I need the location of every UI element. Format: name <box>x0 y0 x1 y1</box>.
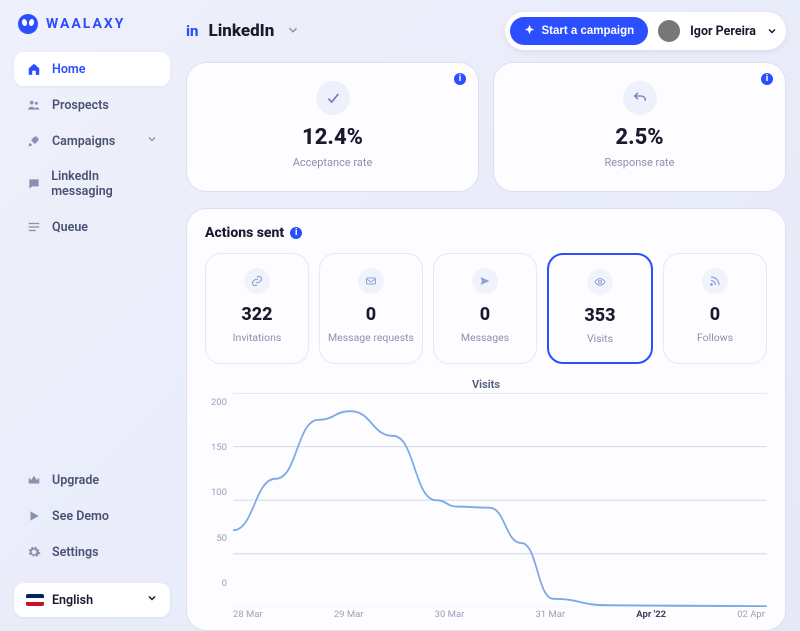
sidebar-item-label: Queue <box>52 220 88 235</box>
kpi-card-response-rate: i 2.5% Response rate <box>493 62 786 192</box>
kpi-label: Response rate <box>512 156 767 169</box>
sidebar-item-label: Prospects <box>52 98 109 113</box>
action-label: Invitations <box>214 331 300 345</box>
link-icon <box>244 268 270 294</box>
kpi-label: Acceptance rate <box>205 156 460 169</box>
actions-panel: Actions sent i 322 Invitations 0 Message… <box>186 208 786 631</box>
sidebar-item-label: See Demo <box>52 509 109 524</box>
brand-logo[interactable]: WAALAXY <box>14 14 170 34</box>
play-icon <box>26 508 42 524</box>
sidebar-item-upgrade[interactable]: Upgrade <box>14 463 170 497</box>
kpi-row: i 12.4% Acceptance ratei 2.5% Response r… <box>186 62 786 192</box>
alien-icon <box>18 14 38 34</box>
rocket-icon <box>524 24 535 38</box>
send-icon <box>472 268 498 294</box>
chat-icon <box>26 176 41 192</box>
sidebar-item-label: Home <box>52 62 86 77</box>
action-card-message-requests[interactable]: 0 Message requests <box>319 253 423 364</box>
action-card-invitations[interactable]: 322 Invitations <box>205 253 309 364</box>
action-label: Follows <box>672 331 758 345</box>
action-card-follows[interactable]: 0 Follows <box>663 253 767 364</box>
actions-title: Actions sent <box>205 225 284 241</box>
sidebar-item-label: Settings <box>52 545 99 560</box>
nav-bottom: Upgrade See Demo Settings <box>14 463 170 569</box>
x-tick: 02 Apr <box>737 609 765 620</box>
action-cards: 322 Invitations 0 Message requests 0 Mes… <box>205 253 767 364</box>
action-label: Visits <box>557 332 643 346</box>
language-select[interactable]: English <box>14 583 170 617</box>
kpi-value: 2.5% <box>512 125 767 150</box>
user-name: Igor Pereira <box>690 24 756 39</box>
info-icon[interactable]: i <box>454 73 466 85</box>
kpi-card-acceptance-rate: i 12.4% Acceptance rate <box>186 62 479 192</box>
gear-icon <box>26 544 42 560</box>
crown-icon <box>26 472 42 488</box>
y-tick: 0 <box>205 578 227 589</box>
x-tick: 28 Mar <box>233 609 263 620</box>
chart-title: Visits <box>205 378 767 391</box>
channel-title: LinkedIn <box>209 21 275 41</box>
brand-name: WAALAXY <box>46 16 125 32</box>
topbar-pill: Start a campaign Igor Pereira <box>505 12 786 50</box>
y-tick: 50 <box>205 533 227 544</box>
sidebar-item-campaigns[interactable]: Campaigns <box>14 124 170 158</box>
chevron-down-icon[interactable] <box>766 22 778 41</box>
x-tick: Apr '22 <box>636 609 666 620</box>
nav-main: Home Prospects Campaigns LinkedIn messag… <box>14 52 170 244</box>
action-value: 0 <box>442 304 528 325</box>
y-tick: 100 <box>205 487 227 498</box>
y-tick: 200 <box>205 397 227 408</box>
info-icon[interactable]: i <box>290 227 302 239</box>
start-campaign-button[interactable]: Start a campaign <box>510 17 648 45</box>
kpi-value: 12.4% <box>205 125 460 150</box>
sidebar-item-label: Campaigns <box>52 134 115 149</box>
sidebar: WAALAXY Home Prospects Campaigns LinkedI… <box>0 0 180 631</box>
action-value: 0 <box>672 304 758 325</box>
action-value: 353 <box>557 305 643 326</box>
linkedin-icon: in <box>186 22 199 40</box>
info-icon[interactable]: i <box>761 73 773 85</box>
sidebar-item-label: Upgrade <box>52 473 99 488</box>
action-value: 0 <box>328 304 414 325</box>
action-value: 322 <box>214 304 300 325</box>
x-tick: 29 Mar <box>334 609 364 620</box>
chevron-down-icon <box>146 592 158 608</box>
avatar[interactable] <box>658 20 680 42</box>
chevron-down-icon[interactable] <box>286 22 300 41</box>
sidebar-item-queue[interactable]: Queue <box>14 210 170 244</box>
sidebar-item-see-demo[interactable]: See Demo <box>14 499 170 533</box>
action-label: Message requests <box>328 331 414 345</box>
reply-icon <box>623 81 657 115</box>
rss-icon <box>702 268 728 294</box>
sidebar-item-prospects[interactable]: Prospects <box>14 88 170 122</box>
home-icon <box>26 61 42 77</box>
rocket-icon <box>26 133 42 149</box>
chevron-down-icon <box>146 133 158 149</box>
action-card-messages[interactable]: 0 Messages <box>433 253 537 364</box>
eye-icon <box>587 269 613 295</box>
x-tick: 31 Mar <box>535 609 565 620</box>
sidebar-item-settings[interactable]: Settings <box>14 535 170 569</box>
queue-icon <box>26 219 42 235</box>
topbar: in LinkedIn Start a campaign Igor Pereir… <box>186 12 786 50</box>
mail-icon <box>358 268 384 294</box>
check-icon <box>316 81 350 115</box>
main: in LinkedIn Start a campaign Igor Pereir… <box>180 0 800 631</box>
language-label: English <box>52 593 93 608</box>
x-tick: 30 Mar <box>435 609 465 620</box>
start-campaign-label: Start a campaign <box>541 25 634 37</box>
users-icon <box>26 97 42 113</box>
action-card-visits[interactable]: 353 Visits <box>547 253 653 364</box>
visits-chart: 200 150 100 50 0 <box>205 393 767 607</box>
sidebar-item-home[interactable]: Home <box>14 52 170 86</box>
y-tick: 150 <box>205 442 227 453</box>
action-label: Messages <box>442 331 528 345</box>
sidebar-item-linkedin-messaging[interactable]: LinkedIn messaging <box>14 160 170 208</box>
sidebar-item-label: LinkedIn messaging <box>51 169 158 199</box>
flag-icon <box>26 594 44 606</box>
